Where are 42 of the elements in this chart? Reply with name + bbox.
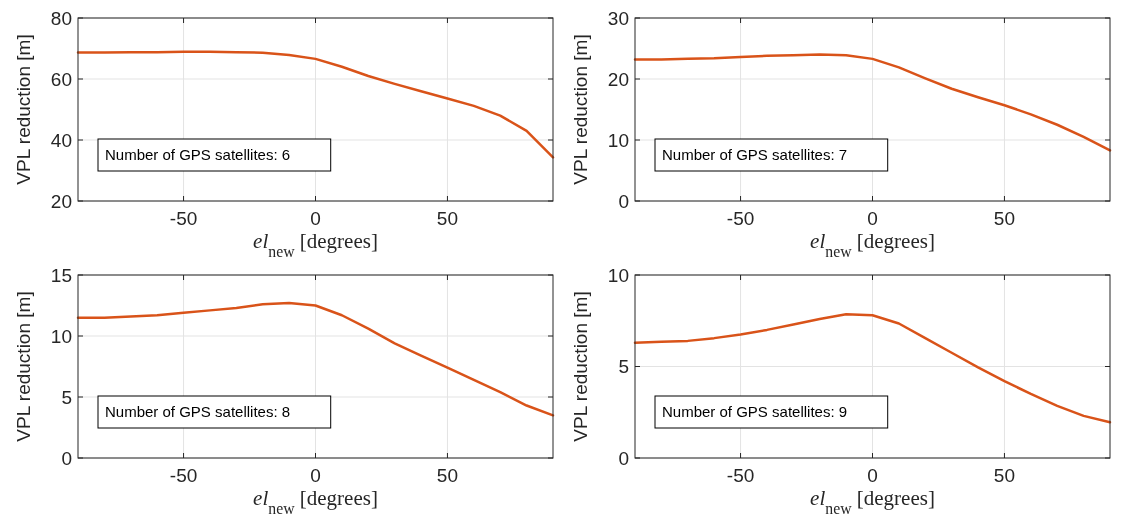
y-tick-label: 10 [50,325,72,347]
x-axis-title: el$_{new}$ [degrees] [810,229,935,260]
y-tick-label: 15 [50,264,72,286]
y-axis-title: VPL reduction [m] [13,34,34,185]
line-series [76,301,555,417]
y-tick-label: 0 [618,190,629,212]
line-series [76,50,555,159]
x-tick-label: 0 [867,465,878,486]
x-tick-label: -50 [726,465,755,486]
annotation: Number of GPS satellites: 9 [662,403,848,421]
y-axis-title: VPL reduction [m] [570,34,591,185]
y-tick-label: 5 [61,386,72,408]
annotation: Number of GPS satellites: 6 [105,146,291,164]
x-axis-title: el$_{new}$ [degrees] [810,486,935,517]
line-series [633,313,1112,424]
y-tick-label: 0 [618,447,629,469]
y-tick-label: 20 [50,190,72,212]
y-tick-label: 60 [50,68,72,90]
y-axis-title: VPL reduction [m] [13,291,34,442]
annotation: Number of GPS satellites: 8 [105,403,291,421]
y-tick-label: 30 [607,7,629,29]
x-tick-label: 50 [436,208,459,229]
y-tick-label: 40 [50,129,72,151]
x-tick-label: 50 [993,208,1016,229]
x-tick-label: 0 [310,208,321,229]
x-tick-label: 0 [867,208,878,229]
y-tick-label: 80 [50,7,72,29]
x-tick-label: 50 [436,465,459,486]
y-tick-label: 10 [607,129,629,151]
y-tick-label: 10 [607,264,629,286]
y-tick-label: 20 [607,68,629,90]
x-axis-title: el$_{new}$ [degrees] [253,486,378,517]
x-tick-label: -50 [169,208,198,229]
x-tick-label: -50 [726,208,755,229]
x-tick-label: 50 [993,465,1016,486]
annotation: Number of GPS satellites: 7 [662,146,848,164]
x-tick-label: 0 [310,465,321,486]
x-axis-title: el$_{new}$ [degrees] [253,229,378,260]
y-tick-label: 5 [618,356,629,378]
y-axis-title: VPL reduction [m] [570,291,591,442]
y-tick-label: 0 [61,447,72,469]
x-tick-label: -50 [169,465,198,486]
